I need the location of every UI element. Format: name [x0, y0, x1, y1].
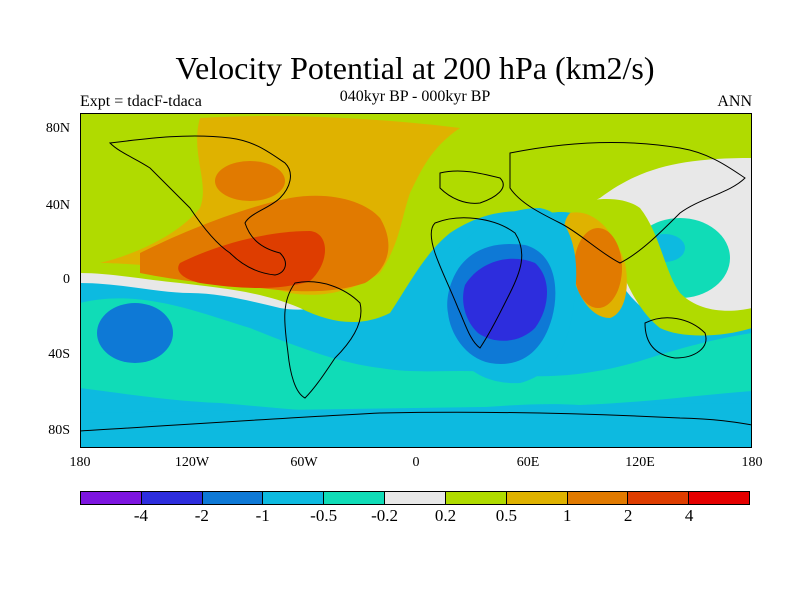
map-subtitle: 040kyr BP - 000kyr BP	[339, 88, 491, 105]
lon-tick-60e: 60E	[516, 455, 540, 470]
lat-tick-80s: 80S	[48, 423, 70, 438]
lat-tick-40n: 40N	[45, 198, 70, 213]
lon-tick-0: 0	[412, 455, 420, 470]
contour-teal-south	[80, 298, 752, 414]
lat-tick-40s: 40S	[48, 347, 70, 362]
colorbar-swatch	[81, 492, 142, 504]
lon-tick-180w: 180	[69, 455, 91, 470]
lon-tick-180e: 180	[741, 455, 763, 470]
colorbar-swatch	[445, 492, 507, 504]
lon-tick-60w: 60W	[290, 455, 318, 470]
lon-tick-120e: 120E	[625, 455, 655, 470]
colorbar-swatch	[506, 492, 568, 504]
colorbar-label: -1	[255, 506, 270, 525]
map-panel	[80, 113, 752, 448]
north-america-coast	[108, 135, 291, 276]
contour-orange-indonesia	[574, 228, 622, 308]
colorbar	[80, 491, 750, 505]
contour-orange-namerica	[215, 161, 285, 201]
colorbar-swatch	[263, 492, 325, 504]
contour-redorange-core	[178, 231, 325, 288]
colorbar-label: 2	[623, 506, 633, 525]
lat-tick-0: 0	[63, 272, 70, 287]
coastlines	[80, 135, 752, 432]
colorbar-label: -2	[194, 506, 209, 525]
colorbar-label: 0.2	[434, 506, 457, 525]
colorbar-swatch	[567, 492, 629, 504]
colorbar-swatch	[628, 492, 690, 504]
australia-coast	[644, 317, 707, 359]
colorbar-swatch	[202, 492, 264, 504]
contour-fill-layers	[80, 113, 752, 448]
lat-tick-80n: 80N	[45, 121, 70, 136]
map-frame	[80, 113, 752, 448]
colorbar-swatch	[141, 492, 203, 504]
colorbar-swatch	[385, 492, 446, 504]
colorbar-label: -4	[133, 506, 148, 525]
contour-darkblue-indian	[463, 258, 548, 341]
colorbar-label: 4	[684, 506, 694, 525]
season-label: ANN	[717, 93, 752, 110]
velocity-potential-map	[80, 113, 752, 448]
colorbar-label: -0.5	[310, 506, 338, 525]
south-america-coast	[284, 281, 362, 399]
colorbar-swatch	[324, 492, 386, 504]
map-title: Velocity Potential at 200 hPa (km2/s)	[175, 50, 655, 86]
colorbar-label: 0.5	[495, 506, 517, 525]
colorbar-label: -0.2	[371, 506, 398, 525]
colorbar-swatch	[689, 492, 749, 504]
africa-coast	[430, 217, 523, 349]
antarctica-coast	[80, 411, 752, 432]
contour-blue-spacific	[97, 303, 173, 363]
europe-coast	[439, 170, 504, 204]
experiment-label: Expt = tdacF-tdaca	[80, 93, 202, 110]
lon-tick-120w: 120W	[174, 455, 210, 470]
colorbar-label: 1	[563, 506, 572, 525]
asia-coast	[509, 142, 746, 264]
contour-yellowgreen-asia	[550, 198, 752, 336]
